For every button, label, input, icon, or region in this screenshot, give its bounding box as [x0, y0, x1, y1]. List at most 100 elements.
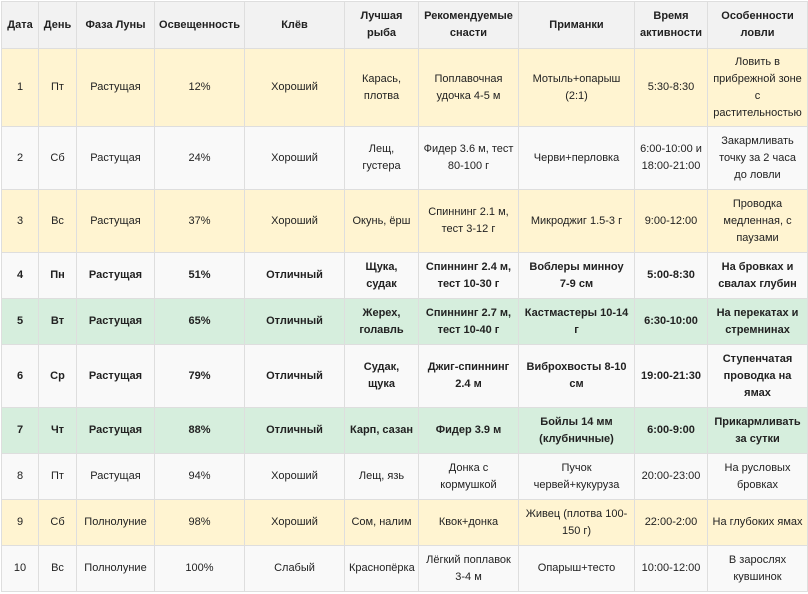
table-row: 3 Вс Растущая 37% Хороший Окунь, ёрш Спиннинг …: [1, 189, 808, 253]
cell-activity-time: 19:00-21:30: [634, 344, 708, 408]
cell-illumination: 51%: [154, 252, 245, 299]
cell-bite: Хороший: [244, 189, 345, 253]
cell-illumination: 79%: [154, 344, 245, 408]
cell-day: Пт: [38, 453, 77, 500]
cell-bait: Живец (плотва 100-150 г): [518, 499, 635, 546]
cell-date: 6: [1, 344, 39, 408]
cell-tackle: Фидер 3.6 м, тест 80-100 г: [418, 126, 519, 190]
header-tackle: Рекомендуемые снасти: [418, 1, 519, 49]
table-row: 1 Пт Растущая 12% Хороший Карась, плотва Попла…: [1, 48, 808, 127]
header-best-fish: Лучшая рыба: [344, 1, 419, 49]
cell-illumination: 65%: [154, 298, 245, 345]
cell-activity-time: 9:00-12:00: [634, 189, 708, 253]
cell-tackle: Донка с кормушкой: [418, 453, 519, 500]
cell-tackle: Лёгкий поплавок 3-4 м: [418, 545, 519, 592]
cell-illumination: 37%: [154, 189, 245, 253]
cell-bait: Черви+перловка: [518, 126, 635, 190]
cell-bait: Кастмастеры 10-14 г: [518, 298, 635, 345]
cell-fishing-notes: Проводка медленная, с паузами: [707, 189, 808, 253]
cell-bite: Хороший: [244, 453, 345, 500]
cell-activity-time: 5:00-8:30: [634, 252, 708, 299]
header-date: Дата: [1, 1, 39, 49]
cell-activity-time: 10:00-12:00: [634, 545, 708, 592]
cell-date: 1: [1, 48, 39, 127]
cell-bait: Пучок червей+кукуруза: [518, 453, 635, 500]
table-row: 6 Ср Растущая 79% Отличный Судак, щука Джиг-сп…: [1, 344, 808, 408]
cell-activity-time: 22:00-2:00: [634, 499, 708, 546]
header-activity-time: Время активности: [634, 1, 708, 49]
cell-best-fish: Лещ, язь: [344, 453, 419, 500]
cell-bite: Хороший: [244, 126, 345, 190]
table-row: 7 Чт Растущая 88% Отличный Карп, сазан Фидер 3…: [1, 407, 808, 454]
cell-moon-phase: Растущая: [76, 344, 155, 408]
table-row: 9 Сб Полнолуние 98% Хороший Сом, налим Квок+до…: [1, 499, 808, 546]
cell-date: 9: [1, 499, 39, 546]
cell-moon-phase: Растущая: [76, 407, 155, 454]
cell-day: Чт: [38, 407, 77, 454]
cell-activity-time: 6:00-9:00: [634, 407, 708, 454]
cell-bait: Опарыш+тесто: [518, 545, 635, 592]
header-bait: Приманки: [518, 1, 635, 49]
cell-tackle: Квок+донка: [418, 499, 519, 546]
cell-date: 10: [1, 545, 39, 592]
table-row: 4 Пн Растущая 51% Отличный Щука, судак Спиннин…: [1, 252, 808, 299]
cell-day: Вс: [38, 545, 77, 592]
cell-illumination: 100%: [154, 545, 245, 592]
cell-activity-time: 20:00-23:00: [634, 453, 708, 500]
cell-date: 2: [1, 126, 39, 190]
cell-illumination: 98%: [154, 499, 245, 546]
cell-day: Вт: [38, 298, 77, 345]
cell-day: Пт: [38, 48, 77, 127]
table-row: 8 Пт Растущая 94% Хороший Лещ, язь Донка с кор…: [1, 453, 808, 500]
header-moon-phase: Фаза Луны: [76, 1, 155, 49]
cell-tackle: Поплавочная удочка 4-5 м: [418, 48, 519, 127]
cell-best-fish: Лещ, густера: [344, 126, 419, 190]
cell-fishing-notes: На бровках и свалах глубин: [707, 252, 808, 299]
table-row: 5 Вт Растущая 65% Отличный Жерех, голавль Спин…: [1, 298, 808, 345]
cell-date: 4: [1, 252, 39, 299]
cell-fishing-notes: Ловить в прибрежной зоне с растительност…: [707, 48, 808, 127]
cell-best-fish: Судак, щука: [344, 344, 419, 408]
cell-tackle: Спиннинг 2.1 м, тест 3-12 г: [418, 189, 519, 253]
cell-bite: Отличный: [244, 252, 345, 299]
cell-date: 5: [1, 298, 39, 345]
cell-fishing-notes: На перекатах и стремнинах: [707, 298, 808, 345]
cell-activity-time: 5:30-8:30: [634, 48, 708, 127]
cell-illumination: 94%: [154, 453, 245, 500]
cell-tackle: Фидер 3.9 м: [418, 407, 519, 454]
cell-date: 3: [1, 189, 39, 253]
cell-tackle: Джиг-спиннинг 2.4 м: [418, 344, 519, 408]
cell-day: Пн: [38, 252, 77, 299]
table-header-row: Дата День Фаза Луны Освещенность Клёв Лу…: [1, 1, 808, 49]
cell-best-fish: Карась, плотва: [344, 48, 419, 127]
cell-illumination: 12%: [154, 48, 245, 127]
cell-illumination: 24%: [154, 126, 245, 190]
cell-bite: Отличный: [244, 407, 345, 454]
cell-best-fish: Сом, налим: [344, 499, 419, 546]
cell-best-fish: Карп, сазан: [344, 407, 419, 454]
cell-activity-time: 6:00-10:00 и 18:00-21:00: [634, 126, 708, 190]
cell-moon-phase: Полнолуние: [76, 545, 155, 592]
cell-moon-phase: Растущая: [76, 298, 155, 345]
cell-bait: Мотыль+опарыш (2:1): [518, 48, 635, 127]
header-bite: Клёв: [244, 1, 345, 49]
header-illumination: Освещенность: [154, 1, 245, 49]
cell-fishing-notes: В зарослях кувшинок: [707, 545, 808, 592]
cell-illumination: 88%: [154, 407, 245, 454]
cell-fishing-notes: Закармливать точку за 2 часа до ловли: [707, 126, 808, 190]
cell-tackle: Спиннинг 2.7 м, тест 10-40 г: [418, 298, 519, 345]
cell-tackle: Спиннинг 2.4 м, тест 10-30 г: [418, 252, 519, 299]
header-fishing-notes: Особенности ловли: [707, 1, 808, 49]
cell-fishing-notes: На глубоких ямах: [707, 499, 808, 546]
cell-moon-phase: Растущая: [76, 252, 155, 299]
cell-moon-phase: Растущая: [76, 48, 155, 127]
table-row: 10 Вс Полнолуние 100% Слабый Краснопёрка Лёгки…: [1, 545, 808, 592]
cell-fishing-notes: Ступенчатая проводка на ямах: [707, 344, 808, 408]
cell-date: 7: [1, 407, 39, 454]
cell-bait: Виброхвосты 8-10 см: [518, 344, 635, 408]
cell-best-fish: Щука, судак: [344, 252, 419, 299]
table-row: 2 Сб Растущая 24% Хороший Лещ, густера Фидер 3…: [1, 126, 808, 190]
cell-moon-phase: Растущая: [76, 189, 155, 253]
cell-bite: Слабый: [244, 545, 345, 592]
